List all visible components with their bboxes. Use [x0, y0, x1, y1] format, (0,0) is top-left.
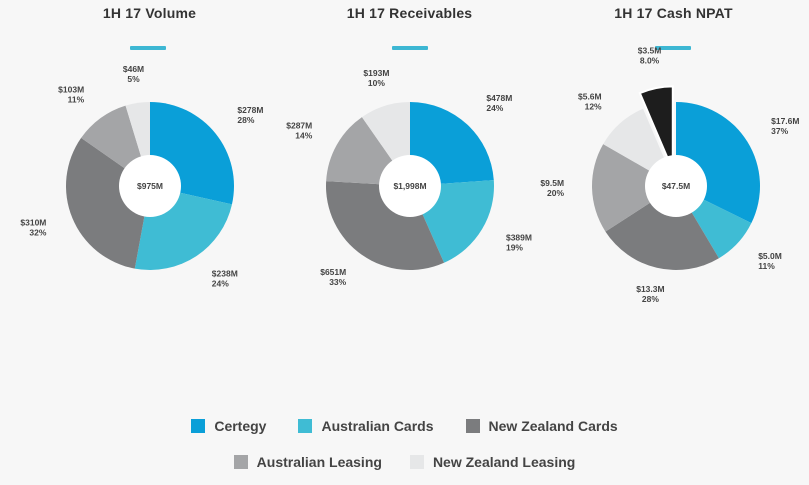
data-label-australian-leasing: $287M 14%: [286, 120, 312, 140]
pie-slice-new-zealand-cards: [605, 186, 719, 270]
data-label-australian-cards: $5.0M 11%: [758, 251, 782, 271]
legend-item-australian-leasing: Australian Leasing: [233, 454, 382, 470]
data-label-new-zealand-cards: $13.3M 28%: [636, 284, 664, 304]
data-label-new-zealand-cards: $651M 33%: [320, 267, 346, 287]
legend-label: New Zealand Leasing: [432, 454, 576, 470]
legend-swatch: [191, 419, 206, 433]
legend-label: Certegy: [214, 418, 267, 434]
volume-pie: $278M 28% $238M 24% $310M 32% $103M 11% $46M 5% $9…: [20, 64, 263, 288]
legend-swatch: [465, 419, 480, 433]
chart-volume: 1H 17 Volume $278M 28% $238M 24% $310M 32% $10…: [17, 0, 282, 330]
legend-swatch: [298, 419, 313, 433]
receivables-pie: $478M 24% $389M 19% $651M 33% $287M 14% $193M 10%…: [286, 68, 532, 287]
data-label-certegy: $278M 28%: [237, 105, 263, 125]
legend-label: Australian Leasing: [256, 454, 382, 470]
legend-item-australian-cards: Australian Cards: [298, 418, 434, 434]
pie-slice-new-zealand-cards: [65, 137, 150, 269]
title-underline: [392, 46, 428, 50]
data-label-other: $3.5M 8.0%: [638, 46, 662, 66]
chart-receivables: 1H 17 Receivables $478M 24% $389M 19% $651M 3…: [277, 0, 542, 330]
legend-label: New Zealand Cards: [488, 418, 618, 434]
legend-item-new-zealand-cards: New Zealand Cards: [465, 418, 618, 434]
donut-hole: [119, 155, 181, 217]
legend-row-2: Australian Leasing New Zealand Leasing: [0, 454, 809, 470]
legend-label: Australian Cards: [321, 418, 434, 434]
chart-title: 1H 17 Volume: [102, 5, 197, 21]
data-label-new-zealand-leasing: $5.6M 12%: [578, 91, 602, 111]
chart-cash-npat: 1H 17 Cash NPAT $17.6M 37% $5.0M 11% $13.3M 2…: [540, 0, 806, 330]
data-label-australian-leasing: $9.5M 20%: [540, 178, 564, 198]
chart-title: 1H 17 Receivables: [346, 5, 473, 21]
pie-slice-australian-leasing: [592, 144, 676, 232]
legend-swatch: [409, 455, 424, 469]
title-underline: [130, 46, 166, 50]
donut-hole: [379, 155, 441, 217]
legend-item-certegy: Certegy: [191, 418, 266, 434]
data-label-new-zealand-leasing: $193M 10%: [363, 68, 389, 88]
legend-row-1: Certegy Australian Cards New Zealand Car…: [0, 418, 809, 434]
chart-title: 1H 17 Cash NPAT: [614, 5, 733, 21]
data-label-new-zealand-leasing: $46M 5%: [123, 64, 144, 84]
data-label-certegy: $478M 24%: [486, 93, 512, 113]
data-label-new-zealand-cards: $310M 32%: [20, 218, 46, 238]
center-total-label: $1,998M: [393, 181, 426, 191]
cash-npat-pie: $17.6M 37% $5.0M 11% $13.3M 28% $9.5M 20% $5.6M 1…: [540, 46, 799, 304]
data-label-certegy: $17.6M 37%: [771, 116, 799, 136]
data-label-australian-leasing: $103M 11%: [58, 84, 84, 104]
data-label-australian-cards: $389M 19%: [506, 233, 532, 253]
center-total-label: $975M: [137, 181, 163, 191]
pie-slice-other: [638, 85, 674, 171]
center-total-label: $47.5M: [662, 181, 690, 191]
title-underline: [655, 46, 691, 50]
donut-hole: [645, 155, 707, 217]
legend-item-new-zealand-leasing: New Zealand Leasing: [409, 454, 576, 470]
legend-swatch: [233, 455, 248, 469]
data-label-australian-cards: $238M 24%: [212, 268, 238, 288]
